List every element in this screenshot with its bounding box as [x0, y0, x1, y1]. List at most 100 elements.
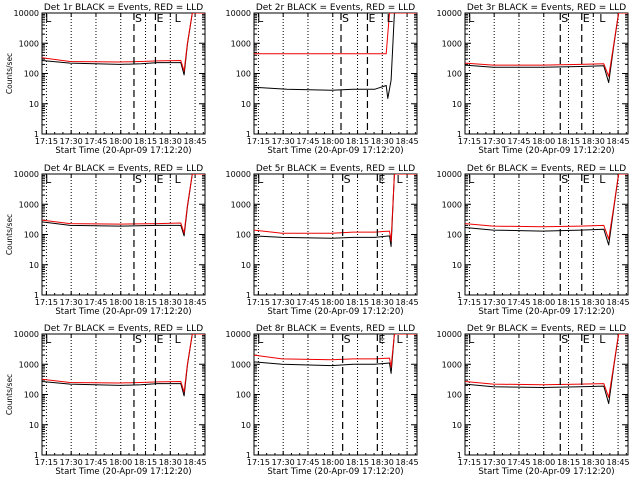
plot-frame: [41, 173, 206, 296]
x-axis-label: Start Time (20-Apr-09 17:12:20): [478, 467, 614, 477]
x-tick-label: 18:15: [557, 458, 580, 467]
y-tick-label: 10: [29, 100, 39, 109]
y-tick-label: 1000: [442, 39, 462, 48]
y-tick-label: 10000: [226, 330, 251, 339]
y-tick-label: 10000: [14, 9, 39, 18]
y-tick-label: 10: [452, 100, 462, 109]
series-group: [465, 174, 628, 246]
x-tick-label: 18:30: [371, 298, 394, 307]
panel-9: Det 9r BLACK = Events, RED = LLD 17:15 17:…: [437, 324, 630, 477]
lld-series-line: [465, 13, 628, 77]
plot-frame: [464, 12, 629, 135]
x-tick-label: 17:15: [247, 298, 270, 307]
y-tick-label: 1000: [19, 200, 39, 209]
events-series-line: [42, 334, 205, 397]
chart-title: Det 5r BLACK = Events, RED = LLD: [256, 164, 415, 174]
x-tick-label: 17:45: [296, 298, 319, 307]
event-marker-label: L: [45, 173, 52, 186]
series-group: [465, 13, 628, 84]
events-series-line: [465, 13, 628, 84]
x-tick-label: 18:15: [557, 137, 580, 146]
y-tick-label: 100: [24, 70, 39, 79]
x-tick-label: 18:00: [109, 458, 132, 467]
x-tick-label: 18:45: [184, 137, 207, 146]
plot-frame: [41, 333, 206, 456]
y-tick-label: 100: [447, 231, 462, 240]
y-tick-label: 100: [236, 391, 251, 400]
plot-frame: [253, 173, 418, 296]
x-tick-label: 17:45: [84, 137, 107, 146]
event-marker-label: S: [344, 173, 351, 186]
y-tick-label: 1000: [442, 200, 462, 209]
x-tick-label: 18:45: [184, 458, 207, 467]
events-series-line: [254, 13, 417, 99]
y-tick-label: 1: [246, 291, 251, 300]
x-tick-label: 17:15: [458, 458, 481, 467]
series-group: [254, 334, 417, 374]
x-tick-label: 17:15: [458, 298, 481, 307]
x-tick-label: 17:45: [84, 298, 107, 307]
y-tick-label: 10: [452, 261, 462, 270]
chart-title: Det 1r BLACK = Events, RED = LLD: [44, 3, 203, 13]
x-tick-label: 17:15: [247, 137, 270, 146]
y-tick-label: 10000: [437, 9, 462, 18]
x-tick-label: 17:30: [483, 458, 506, 467]
x-tick-label: 18:45: [396, 298, 419, 307]
y-tick-label: 1: [457, 451, 462, 460]
event-marker-label: E: [378, 173, 385, 186]
event-marker-label: E: [156, 173, 163, 186]
x-tick-label: 17:30: [272, 298, 295, 307]
x-tick-label: 18:15: [134, 137, 157, 146]
lld-series-line: [42, 334, 205, 393]
series-group: [465, 334, 628, 405]
events-series-line: [42, 13, 205, 76]
lld-series-line: [42, 174, 205, 234]
event-marker-label: S: [135, 333, 142, 346]
event-marker-label: L: [397, 173, 404, 186]
x-axis-label: Start Time (20-Apr-09 17:12:20): [55, 307, 191, 317]
x-tick-label: 17:45: [296, 458, 319, 467]
y-tick-label: 100: [24, 231, 39, 240]
x-tick-label: 18:30: [582, 137, 605, 146]
x-tick-label: 18:45: [607, 137, 630, 146]
event-marker-label: S: [135, 173, 142, 186]
events-series-line: [254, 334, 417, 374]
y-tick-label: 1: [34, 451, 39, 460]
event-marker-label: E: [368, 12, 375, 25]
y-tick-label: 1000: [442, 360, 462, 369]
event-marker-label: S: [561, 12, 568, 25]
y-tick-label: 10000: [226, 9, 251, 18]
plot-frame: [464, 333, 629, 456]
y-tick-label: 10000: [14, 170, 39, 179]
event-marker-label: L: [257, 333, 264, 346]
event-marker-label: L: [257, 173, 264, 186]
events-series-line: [465, 174, 628, 246]
x-tick-label: 18:30: [582, 458, 605, 467]
y-tick-label: 1: [457, 291, 462, 300]
y-tick-label: 1000: [19, 360, 39, 369]
chart-title: Det 9r BLACK = Events, RED = LLD: [467, 324, 626, 334]
event-marker-label: L: [397, 333, 404, 346]
y-tick-label: 1: [246, 451, 251, 460]
series-group: [254, 174, 417, 247]
x-tick-label: 18:00: [532, 458, 555, 467]
x-tick-label: 18:15: [557, 298, 580, 307]
events-series-line: [254, 174, 417, 247]
x-tick-label: 18:30: [159, 137, 182, 146]
x-axis-label: Start Time (20-Apr-09 17:12:20): [55, 146, 191, 156]
x-tick-label: 18:45: [396, 137, 419, 146]
x-tick-label: 18:30: [371, 458, 394, 467]
y-tick-label: 10: [29, 261, 39, 270]
x-tick-label: 18:45: [184, 298, 207, 307]
x-tick-label: 18:30: [582, 298, 605, 307]
x-axis-label: Start Time (20-Apr-09 17:12:20): [478, 146, 614, 156]
lld-series-line: [254, 174, 417, 242]
y-tick-label: 10000: [14, 330, 39, 339]
x-tick-label: 17:30: [272, 137, 295, 146]
x-tick-label: 18:00: [109, 298, 132, 307]
